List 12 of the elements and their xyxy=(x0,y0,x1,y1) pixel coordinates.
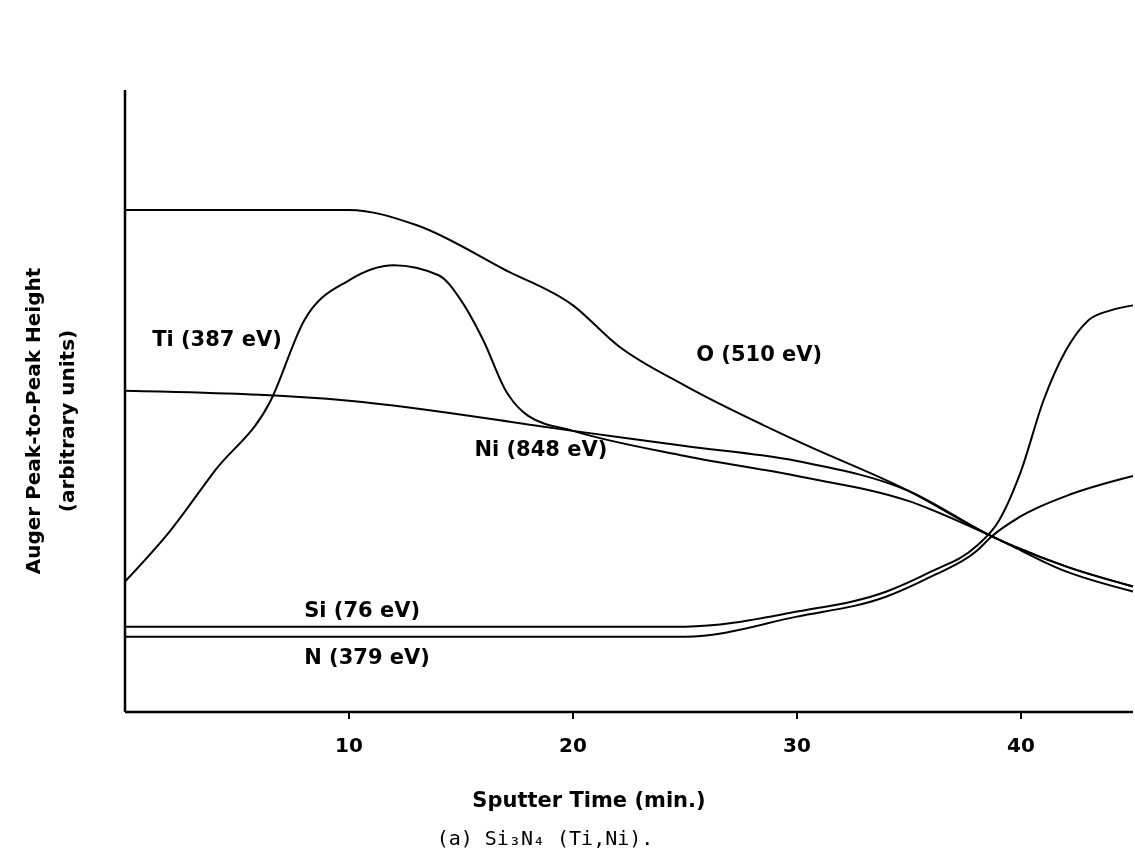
x-tick-label: 30 xyxy=(783,733,811,757)
x-tick-label: 10 xyxy=(335,733,363,757)
x-tick-label: 20 xyxy=(559,733,587,757)
text: (a) Si₃N₄ (Ti,Ni). xyxy=(436,826,654,850)
series-label: Ti (387 eV) xyxy=(152,326,282,351)
y-axis-title: Auger Peak-to-Peak Height (arbitrary units) xyxy=(21,267,79,575)
x-tick-label: 40 xyxy=(1007,733,1035,757)
series-label: Ni (848 eV) xyxy=(474,436,608,461)
series-label: N (379 eV) xyxy=(304,645,430,670)
x-axis-title: Sputter Time (min.) xyxy=(472,788,706,812)
series-label: O (510 eV) xyxy=(696,341,823,366)
series-label: Si (76 eV) xyxy=(304,597,421,622)
